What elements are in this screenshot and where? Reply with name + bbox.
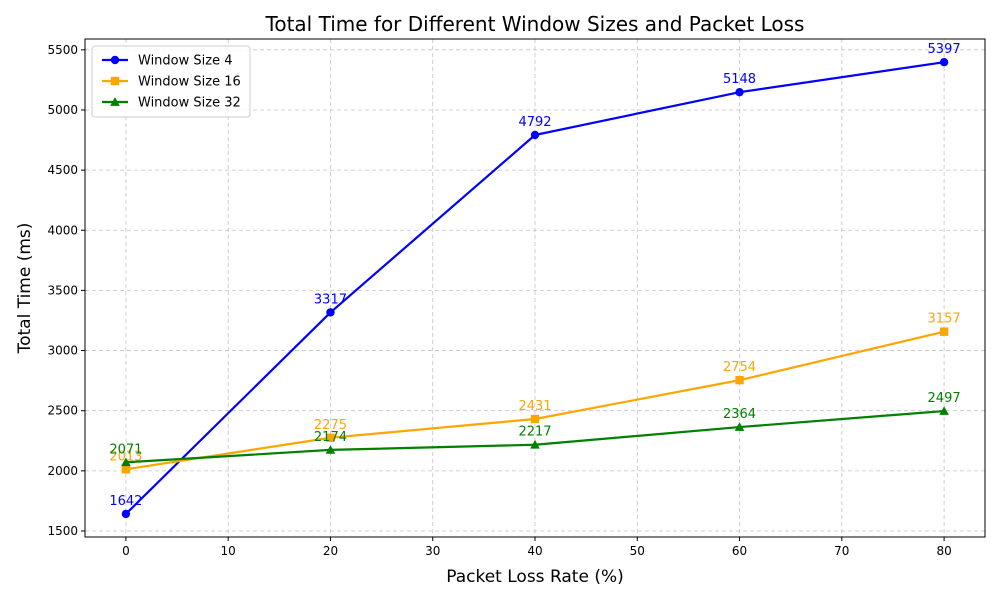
y-tick-label: 2000 xyxy=(47,464,78,478)
legend-item: Window Size 32 xyxy=(102,96,241,111)
data-point-marker xyxy=(121,457,131,467)
x-tick-label: 60 xyxy=(732,544,747,558)
data-label: 1642 xyxy=(109,494,142,509)
data-point-marker xyxy=(939,406,949,415)
data-point-marker xyxy=(326,308,335,317)
series-layer: 1642 3317 4792 5148 5397 2013 2275 2431 2754 3157… xyxy=(109,42,961,519)
data-label: 3157 xyxy=(928,312,961,327)
series-2: 2013 2275 2431 2754 3157 xyxy=(109,312,961,474)
series-3: 2071 2174 2217 2364 2497 xyxy=(109,391,961,467)
data-point-marker xyxy=(530,130,540,140)
data-label: 2071 xyxy=(109,442,142,457)
y-axis-label: Total Time (ms) xyxy=(15,223,35,355)
data-point-marker xyxy=(734,422,745,431)
data-label: 2217 xyxy=(518,425,551,440)
data-point-marker xyxy=(121,465,131,474)
x-tick-label: 20 xyxy=(323,544,338,558)
x-tick-label: 80 xyxy=(936,544,951,558)
data-label: 2013 xyxy=(109,449,142,464)
data-point-marker xyxy=(939,327,949,336)
data-point-marker xyxy=(325,445,336,454)
data-point-marker xyxy=(110,97,120,106)
chart-title: Total Time for Different Window Sizes an… xyxy=(265,12,805,36)
data-point-marker xyxy=(326,433,335,442)
data-point-marker xyxy=(530,439,540,449)
y-tick-label: 5000 xyxy=(47,103,78,117)
x-tick-label: 70 xyxy=(834,544,849,558)
legend-item: Window Size 4 xyxy=(102,54,232,69)
x-axis-label: Packet Loss Rate (%) xyxy=(446,567,624,587)
data-point-marker xyxy=(110,55,120,65)
data-label: 4792 xyxy=(518,115,551,130)
data-point-marker xyxy=(939,58,949,67)
y-tick-label: 5500 xyxy=(47,43,78,57)
data-point-marker xyxy=(735,87,744,97)
y-tick-label: 1500 xyxy=(47,524,78,538)
legend: Window Size 4 Window Size 16 Window Size 3… xyxy=(91,45,251,118)
data-label: 2431 xyxy=(518,399,551,414)
x-tick-label: 50 xyxy=(630,544,645,558)
x-tick-label: 30 xyxy=(425,544,440,558)
y-tick-label: 3000 xyxy=(47,344,78,358)
x-tick-label: 40 xyxy=(527,544,542,558)
data-label: 5148 xyxy=(723,72,756,87)
y-tick-label: 3500 xyxy=(47,283,78,297)
series-1: 1642 3317 4792 5148 5397 xyxy=(109,42,961,519)
data-label: 2174 xyxy=(314,430,347,445)
grid xyxy=(85,39,985,537)
legend-box xyxy=(91,45,251,118)
data-point-marker xyxy=(110,76,120,86)
y-tick-label: 2500 xyxy=(47,404,78,418)
data-label: 2497 xyxy=(928,391,961,406)
data-label: 5397 xyxy=(928,42,961,57)
y-tick-label: 4500 xyxy=(47,163,78,177)
x-tick-label: 10 xyxy=(221,544,236,558)
data-label: 2754 xyxy=(723,360,756,375)
data-point-marker xyxy=(121,509,131,519)
data-point-marker xyxy=(735,375,744,385)
data-point-marker xyxy=(530,414,540,424)
data-label: 3317 xyxy=(314,292,347,307)
legend-label: Window Size 4 xyxy=(138,54,232,69)
legend-label: Window Size 32 xyxy=(138,96,241,111)
legend-item: Window Size 16 xyxy=(102,75,241,90)
x-tick-label: 0 xyxy=(122,544,130,558)
y-tick-label: 4000 xyxy=(47,223,78,237)
legend-label: Window Size 16 xyxy=(138,75,241,90)
data-label: 2364 xyxy=(723,407,756,422)
axis-ticks: 0 10 20 30 40 50 60 70 80 1500 2000 2500 3000 3500 400… xyxy=(47,43,951,558)
data-label: 2275 xyxy=(314,418,347,433)
